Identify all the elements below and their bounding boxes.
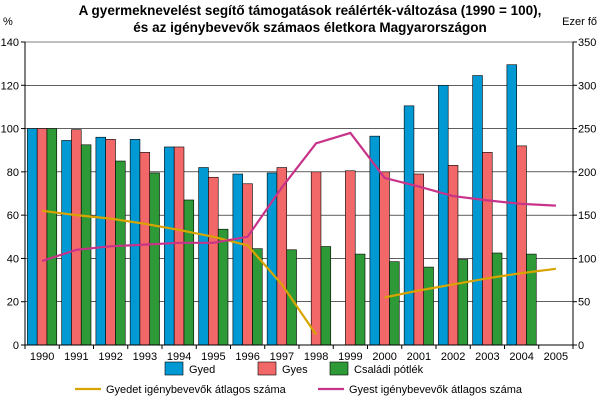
- x-tick-label-2004: 2004: [509, 351, 533, 363]
- bar-gyed-2000: [369, 135, 380, 346]
- x-tick-label-1991: 1991: [64, 351, 88, 363]
- x-tick-label-1998: 1998: [304, 351, 328, 363]
- left-axis-unit: %: [3, 16, 13, 28]
- legend-swatch-3: [329, 361, 349, 376]
- bar-családi-pótlék-2000: [389, 261, 400, 346]
- legend-swatch-1: [164, 361, 184, 376]
- chart-title-line1: A gyermeknevelést segítő támogatások reá…: [79, 3, 542, 18]
- line-gyed-igenybevevok-segment-2: [384, 267, 557, 299]
- bar-családi-pótlék-1995: [217, 228, 229, 346]
- legend-swatch-2: [257, 361, 277, 376]
- legend-label-1: Gyed: [189, 364, 215, 376]
- x-tick-label-2002: 2002: [441, 351, 465, 363]
- right-tick-label: 250: [578, 124, 596, 136]
- bar-gyes-2004: [516, 145, 527, 346]
- bar-gyes-1999: [345, 170, 356, 346]
- bar-series: [27, 64, 537, 346]
- bar-gyes-1996: [242, 183, 253, 346]
- x-tick-label-1995: 1995: [201, 351, 225, 363]
- bar-gyes-1995: [208, 176, 219, 346]
- legend-label-3: Családi pótlék: [354, 364, 424, 376]
- bar-gyed-2002: [438, 84, 449, 346]
- left-tick-label: 100: [1, 124, 19, 136]
- bar-gyed-1996: [232, 173, 243, 346]
- bar-családi-pótlék-1992: [115, 160, 126, 346]
- bar-gyed-1994: [164, 146, 175, 346]
- bar-családi-pótlék-2004: [526, 253, 537, 346]
- legend-label-2: Gyes: [282, 364, 308, 376]
- left-tick-label: 0: [13, 340, 19, 352]
- x-tick-label-1996: 1996: [235, 351, 259, 363]
- chart-title-line2: és az igénybevevők számaos életkora Magy…: [133, 20, 486, 35]
- bar-gyes-1991: [71, 129, 82, 346]
- bar-családi-pótlék-1998: [320, 246, 332, 346]
- left-tick-label: 140: [1, 37, 19, 49]
- right-tick-label: 350: [578, 37, 596, 49]
- bar-családi-pótlék-1999: [354, 253, 366, 346]
- legend: Gyed Gyes Családi pótlék Gyedet igénybevevő…: [75, 361, 523, 396]
- bar-gyes-2002: [447, 165, 459, 346]
- bar-gyed-1995: [198, 167, 209, 346]
- right-tick-label: 300: [578, 80, 596, 92]
- left-tick-label: 40: [7, 253, 19, 265]
- x-tick-label-1994: 1994: [167, 351, 191, 363]
- bar-családi-pótlék-1991: [80, 144, 92, 346]
- bar-gyed-1993: [129, 139, 141, 346]
- bar-gyes-2000: [379, 171, 390, 346]
- bar-családi-pótlék-1996: [252, 248, 263, 346]
- bar-gyes-1998: [310, 171, 322, 346]
- axes: 0 20 40 60 80 100 120 140 0 50 100 150 200 250 300 350 1…: [1, 37, 597, 363]
- bar-gyes-1992: [105, 139, 116, 346]
- bar-gyed-2004: [506, 64, 517, 346]
- line-series: [41, 131, 557, 336]
- bar-gyed-2003: [472, 75, 483, 346]
- bar-gyes-1990: [36, 128, 48, 346]
- right-tick-label: 50: [578, 297, 590, 309]
- bar-családi-pótlék-2002: [457, 259, 469, 346]
- x-tick-label-2000: 2000: [372, 351, 396, 363]
- x-tick-label-2001: 2001: [407, 351, 431, 363]
- right-tick-label: 100: [578, 253, 596, 265]
- right-tick-label: 200: [578, 167, 596, 179]
- line-gyes-igenybevevok-segment-1: [41, 131, 556, 263]
- bar-gyed-1997: [266, 172, 278, 346]
- bar-családi-pótlék-1990: [46, 128, 58, 346]
- bar-családi-pótlék-2001: [423, 266, 434, 346]
- line-gyed-igenybevevok-segment-1: [41, 209, 318, 336]
- bar-gyes-2001: [413, 173, 425, 346]
- x-tick-label-2005: 2005: [544, 351, 568, 363]
- right-tick-label: 0: [578, 340, 584, 352]
- legend-line-label-2: Gyest igénybevevők átlagos száma: [349, 384, 523, 396]
- legend-line-label-1: Gyedet igénybevevők átlagos száma: [106, 384, 287, 396]
- bar-családi-pótlék-1994: [183, 199, 195, 346]
- right-tick-label: 150: [578, 210, 596, 222]
- bar-gyed-1992: [95, 136, 106, 346]
- x-tick-label-1992: 1992: [98, 351, 122, 363]
- x-tick-label-2003: 2003: [475, 351, 499, 363]
- bar-gyes-2003: [482, 152, 493, 346]
- bar-gyed-1991: [61, 140, 72, 346]
- left-tick-label: 80: [7, 167, 19, 179]
- x-tick-label-1993: 1993: [133, 351, 157, 363]
- x-tick-label-1999: 1999: [338, 351, 362, 363]
- bar-gyed-2001: [403, 105, 415, 346]
- bar-családi-pótlék-1993: [149, 172, 160, 346]
- bar-gyes-1994: [173, 146, 185, 346]
- x-tick-label-1997: 1997: [270, 351, 294, 363]
- bar-gyes-1993: [139, 152, 151, 346]
- bar-családi-pótlék-2003: [491, 252, 503, 346]
- right-axis-unit: Ezer fő: [562, 16, 597, 28]
- left-tick-label: 60: [7, 210, 19, 222]
- left-tick-label: 120: [1, 80, 19, 92]
- x-tick-label-1990: 1990: [30, 351, 54, 363]
- bar-gyed-1990: [27, 128, 38, 346]
- left-tick-label: 20: [7, 297, 19, 309]
